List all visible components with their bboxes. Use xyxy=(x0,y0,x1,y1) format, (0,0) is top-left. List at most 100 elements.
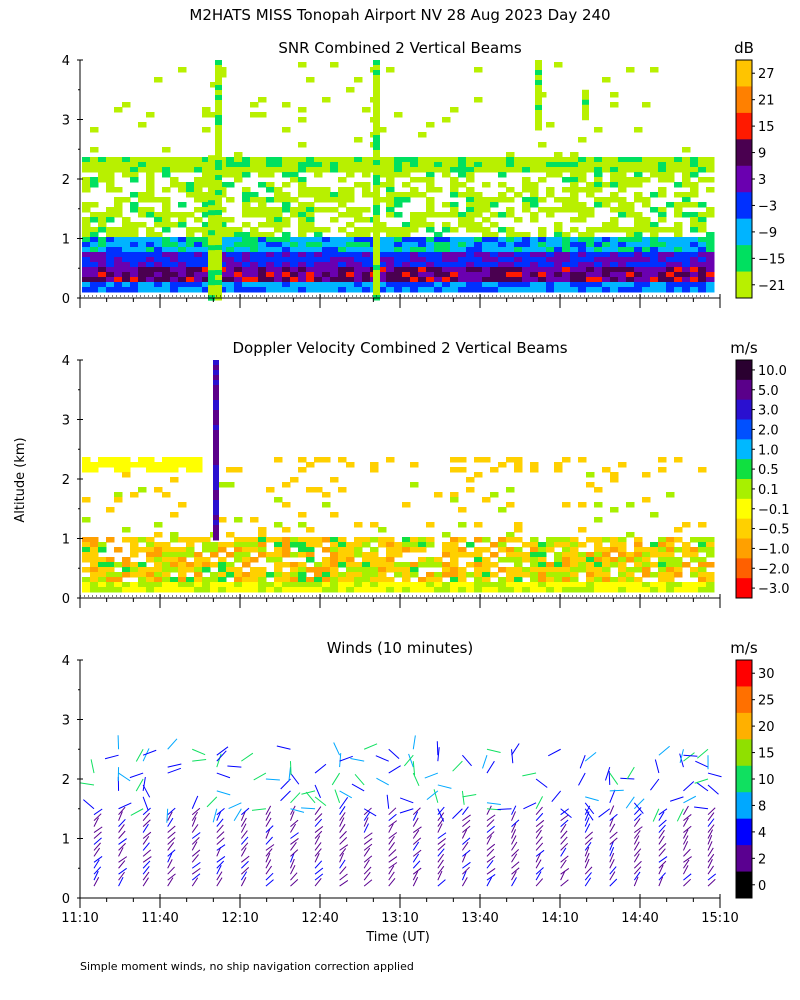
echo-cell xyxy=(666,227,675,233)
echo-cell xyxy=(594,517,603,523)
echo-cell xyxy=(314,287,323,293)
echo-cell xyxy=(690,272,699,278)
echo-cell xyxy=(213,490,219,496)
echo-cell xyxy=(634,282,643,288)
echo-cell xyxy=(215,205,222,211)
wind-barb xyxy=(289,761,292,776)
echo-cell xyxy=(610,557,619,563)
echo-cell xyxy=(535,90,542,96)
echo-cell xyxy=(394,167,403,173)
echo-cell xyxy=(506,557,515,563)
echo-cell xyxy=(258,167,267,173)
echo-cell xyxy=(373,150,380,156)
echo-cell xyxy=(202,162,211,168)
echo-cell xyxy=(154,257,163,263)
echo-cell xyxy=(322,242,331,248)
echo-cell xyxy=(82,267,91,273)
echo-cell xyxy=(373,110,380,116)
echo-cell xyxy=(194,257,203,263)
wind-barb xyxy=(388,813,397,822)
echo-cell xyxy=(154,252,163,258)
echo-cell xyxy=(642,217,651,223)
echo-cell xyxy=(682,267,691,273)
echo-cell xyxy=(530,257,539,263)
echo-cell xyxy=(642,557,651,563)
echo-cell xyxy=(554,557,563,563)
echo-cell xyxy=(138,262,147,268)
echo-cell xyxy=(562,277,571,283)
echo-cell xyxy=(402,547,411,553)
echo-cell xyxy=(450,272,459,278)
echo-cell xyxy=(194,207,203,213)
wind-barb xyxy=(682,865,689,875)
echo-cell xyxy=(410,257,419,263)
echo-cell xyxy=(626,227,635,233)
echo-cell xyxy=(386,192,395,198)
echo-cell xyxy=(114,197,123,203)
wind-barb xyxy=(290,872,298,881)
wind-barb xyxy=(206,796,218,808)
echo-cell xyxy=(178,247,187,253)
echo-cell xyxy=(314,457,323,463)
wind-barb xyxy=(339,852,344,863)
echo-cell xyxy=(658,262,667,268)
echo-cell xyxy=(594,582,603,588)
echo-cell xyxy=(578,567,587,573)
echo-cell xyxy=(114,212,123,218)
echo-cell xyxy=(82,462,91,468)
echo-cell xyxy=(114,287,123,293)
echo-cell xyxy=(554,172,563,178)
echo-cell xyxy=(290,277,299,283)
echo-cell xyxy=(274,242,283,248)
echo-cell xyxy=(418,577,427,583)
echo-cell xyxy=(602,242,611,248)
echo-cell xyxy=(474,252,483,258)
echo-cell xyxy=(535,85,542,91)
echo-cell xyxy=(170,267,179,273)
echo-cell xyxy=(202,252,211,258)
echo-cell xyxy=(602,577,611,583)
echo-cell xyxy=(658,217,667,223)
y-tick-label: 4 xyxy=(62,354,70,369)
echo-cell xyxy=(146,162,155,168)
echo-cell xyxy=(482,157,491,163)
echo-cell xyxy=(290,282,299,288)
echo-cell xyxy=(82,287,91,293)
echo-cell xyxy=(682,282,691,288)
echo-cell xyxy=(338,197,347,203)
echo-cell xyxy=(658,277,667,283)
echo-cell xyxy=(538,162,547,168)
echo-cell xyxy=(402,242,411,248)
echo-cell xyxy=(90,127,99,133)
echo-cell xyxy=(594,187,603,193)
echo-cell xyxy=(338,167,347,173)
echo-cell xyxy=(266,537,275,543)
echo-cell xyxy=(354,582,363,588)
echo-cell xyxy=(290,207,299,213)
echo-cell xyxy=(562,232,571,238)
echo-cell xyxy=(162,252,171,258)
echo-cell xyxy=(554,562,563,568)
wind-barb xyxy=(609,878,618,887)
echo-cell xyxy=(610,282,619,288)
echo-cell xyxy=(634,192,643,198)
wind-barb xyxy=(265,836,273,845)
echo-cell xyxy=(106,262,115,268)
echo-cell xyxy=(314,587,323,593)
wind-barb xyxy=(511,848,520,857)
echo-cell xyxy=(450,572,459,578)
echo-cell xyxy=(234,582,243,588)
echo-cell xyxy=(410,282,419,288)
echo-cell xyxy=(594,572,603,578)
echo-cell xyxy=(394,257,403,263)
echo-cell xyxy=(530,282,539,288)
wind-barb xyxy=(634,826,643,833)
echo-cell xyxy=(298,287,307,293)
echo-cell xyxy=(434,562,443,568)
echo-cell xyxy=(122,102,131,108)
echo-cell xyxy=(634,582,643,588)
wind-barb xyxy=(265,829,271,839)
echo-cell xyxy=(690,157,699,163)
velocity-colorbar-unit: m/s xyxy=(730,339,758,357)
